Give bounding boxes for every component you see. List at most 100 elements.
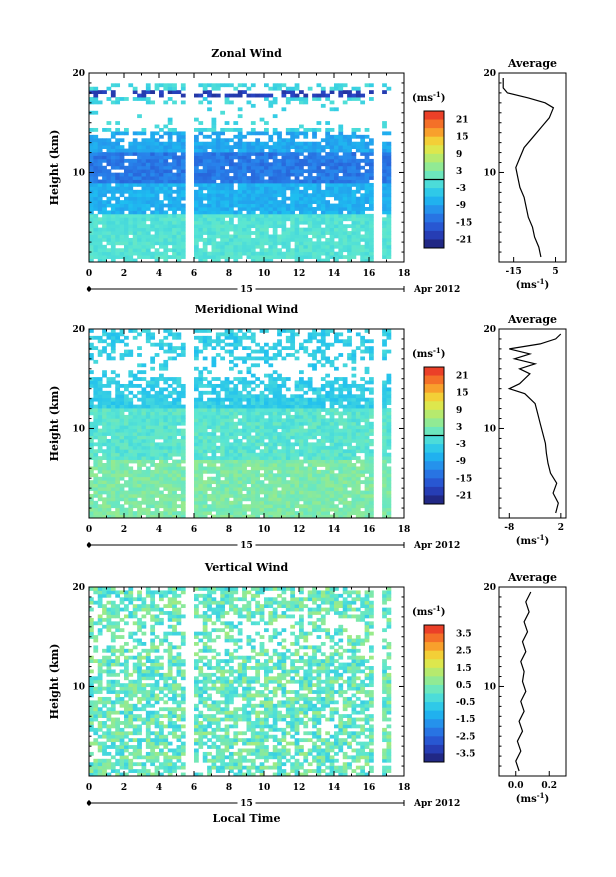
- heatmap-cell: [387, 241, 392, 245]
- heatmap-cell: [277, 466, 282, 470]
- heatmap-cell: [111, 255, 116, 259]
- heatmap-cell: [159, 228, 164, 232]
- heatmap-cell: [238, 155, 243, 159]
- heatmap-cell: [247, 491, 252, 495]
- heatmap-cell: [159, 432, 164, 436]
- heatmap-cell: [330, 470, 335, 474]
- heatmap-cell: [260, 186, 265, 190]
- heatmap-cell: [242, 235, 247, 239]
- heatmap-cell: [387, 186, 392, 190]
- heatmap-cell: [225, 384, 230, 388]
- heatmap-cell: [216, 501, 221, 505]
- heatmap-cell: [225, 238, 230, 242]
- heatmap-cell: [98, 394, 103, 398]
- heatmap-cell: [295, 214, 300, 218]
- heatmap-cell: [159, 363, 164, 367]
- heatmap-cell: [172, 180, 177, 184]
- heatmap-cell: [365, 231, 370, 235]
- heatmap-cell: [277, 149, 282, 153]
- heatmap-cell: [89, 343, 94, 347]
- heatmap-cell: [242, 418, 247, 422]
- heatmap-cell: [207, 432, 212, 436]
- heatmap-cell: [98, 391, 103, 395]
- heatmap-cell: [150, 415, 155, 419]
- heatmap-cell: [212, 405, 217, 409]
- heatmap-cell: [282, 159, 287, 163]
- heatmap-cell: [255, 456, 260, 460]
- heatmap-cell: [150, 460, 155, 464]
- heatmap-cell: [264, 494, 269, 498]
- heatmap-cell: [264, 193, 269, 197]
- heatmap-cell: [387, 159, 392, 163]
- heatmap-cell: [137, 217, 142, 221]
- heatmap-cell: [220, 449, 225, 453]
- heatmap-cell: [212, 183, 217, 187]
- heatmap-cell: [369, 217, 374, 221]
- heatmap-cell: [93, 166, 98, 170]
- heatmap-cell: [198, 477, 203, 481]
- heatmap-cell: [194, 118, 199, 122]
- heatmap-cell: [120, 193, 125, 197]
- heatmap-cell: [194, 442, 199, 446]
- heatmap-cell: [163, 131, 168, 135]
- heatmap-cell: [194, 350, 199, 354]
- heatmap-cell: [330, 186, 335, 190]
- heatmap-cell: [128, 405, 133, 409]
- heatmap-cell: [321, 508, 326, 512]
- heatmap-cell: [133, 210, 138, 214]
- heatmap-cell: [290, 346, 295, 350]
- x-tick-label: 0: [86, 269, 92, 279]
- heatmap-cell: [137, 411, 142, 415]
- heatmap-cell: [107, 356, 112, 360]
- heatmap-cell: [172, 401, 177, 405]
- heatmap-cell: [163, 436, 168, 440]
- heatmap-cell: [102, 418, 107, 422]
- heatmap-cell: [369, 173, 374, 177]
- heatmap-cell: [207, 173, 212, 177]
- heatmap-cell: [277, 145, 282, 149]
- heatmap-cell: [168, 449, 173, 453]
- heatmap-cell: [356, 90, 361, 94]
- heatmap-cell: [247, 245, 252, 249]
- heatmap-cell: [317, 432, 322, 436]
- heatmap-cell: [282, 169, 287, 173]
- heatmap-cell: [98, 138, 103, 142]
- heatmap-cell: [255, 398, 260, 402]
- heatmap-cell: [295, 504, 300, 508]
- heatmap-cell: [120, 138, 125, 142]
- heatmap-cell: [238, 497, 243, 501]
- heatmap-cell: [181, 466, 186, 470]
- heatmap-cell: [203, 255, 208, 259]
- heatmap-cell: [282, 501, 287, 505]
- heatmap-cell: [303, 477, 308, 481]
- heatmap-cell: [360, 197, 365, 201]
- heatmap-cell: [93, 241, 98, 245]
- heatmap-cell: [247, 145, 252, 149]
- heatmap-cell: [312, 207, 317, 211]
- heatmap-cell: [220, 494, 225, 498]
- heatmap-cell: [159, 235, 164, 239]
- heatmap-cell: [325, 508, 330, 512]
- heatmap-cell: [212, 159, 217, 163]
- heatmap-cell: [260, 501, 265, 505]
- heatmap-cell: [220, 384, 225, 388]
- heatmap-cell: [273, 207, 278, 211]
- heatmap-cell: [137, 210, 142, 214]
- heatmap-cell: [93, 169, 98, 173]
- heatmap-cell: [277, 332, 282, 336]
- heatmap-cell: [321, 159, 326, 163]
- heatmap-cell: [124, 343, 129, 347]
- heatmap-cell: [338, 484, 343, 488]
- heatmap-cell: [203, 356, 208, 360]
- heatmap-cell: [98, 511, 103, 515]
- heatmap-cell: [98, 186, 103, 190]
- heatmap-cell: [133, 173, 138, 177]
- heatmap-cell: [295, 217, 300, 221]
- heatmap-cell: [159, 449, 164, 453]
- heatmap-cell: [251, 356, 256, 360]
- heatmap-cell: [111, 466, 116, 470]
- heatmap-cell: [111, 425, 116, 429]
- heatmap-cell: [321, 494, 326, 498]
- heatmap-cell: [229, 197, 234, 201]
- heatmap-cell: [251, 197, 256, 201]
